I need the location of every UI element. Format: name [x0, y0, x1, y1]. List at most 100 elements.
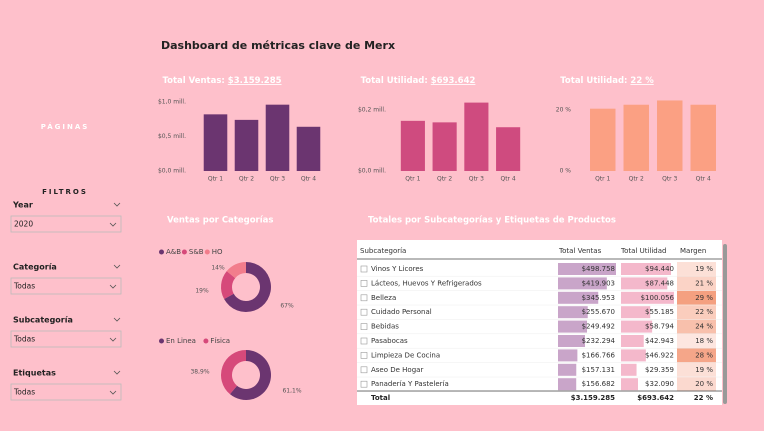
- data-bar: [558, 277, 607, 290]
- filter-label: Subcategoría: [13, 316, 73, 325]
- expand-icon[interactable]: [360, 380, 368, 388]
- bar: [400, 120, 425, 171]
- filter-value: Todas: [13, 335, 35, 344]
- legend-dot: [181, 249, 187, 255]
- data-bar: [558, 378, 577, 391]
- expand-icon[interactable]: [360, 323, 368, 330]
- table-cell: Aseo De Hogar: [371, 366, 423, 374]
- table-cell: $345.953: [582, 294, 615, 302]
- filters-title: FILTROS: [42, 188, 88, 196]
- table-cell: $55.185: [645, 308, 674, 316]
- table-cell: Bebidas: [371, 323, 399, 331]
- legend-label: Física: [210, 337, 230, 345]
- legend-label: En Linea: [166, 337, 196, 345]
- dropdown-arrow: [109, 337, 117, 342]
- table-cell: $29.359: [645, 366, 674, 374]
- expand-icon[interactable]: [360, 366, 368, 374]
- title-value: $693.642: [431, 76, 476, 86]
- bar: [265, 104, 290, 171]
- title-value: $3.159.285: [228, 76, 282, 86]
- margin-cell: [677, 362, 716, 377]
- column-header: Margen: [680, 247, 706, 255]
- collapse-icon: [113, 264, 121, 269]
- bar: [296, 126, 321, 171]
- filter-value: 2020: [14, 220, 33, 229]
- total-cell: $3.159.285: [571, 394, 615, 402]
- table-cell: $87.448: [645, 279, 674, 287]
- data-bar: [621, 291, 674, 304]
- x-tick-label: Qtr 1: [595, 176, 610, 183]
- chart-title: Ventas por Categorías: [167, 216, 273, 226]
- filter-dropdown[interactable]: [10, 330, 122, 348]
- x-tick-label: Qtr 2: [437, 176, 452, 183]
- y-tick-label: $0,0 mill.: [358, 168, 386, 175]
- bar: [623, 104, 649, 171]
- data-label: 67%: [280, 303, 294, 310]
- table-cell: 19 %: [695, 265, 713, 273]
- filter-dropdown[interactable]: [10, 215, 122, 233]
- filter-dropdown[interactable]: [10, 383, 122, 401]
- dropdown-arrow: [109, 390, 117, 395]
- total-cell: $693.642: [637, 394, 674, 402]
- legend-dot: [203, 338, 209, 344]
- filter-value: Todas: [13, 388, 35, 397]
- margin-cell: [677, 377, 716, 392]
- table-cell: $255.670: [582, 308, 615, 316]
- scrollbar[interactable]: [723, 244, 727, 404]
- column-header: Subcategoría: [360, 247, 406, 255]
- donut-segment: [229, 350, 271, 400]
- data-label: 61,1%: [282, 388, 301, 395]
- bar: [496, 127, 521, 171]
- x-tick-label: Qtr 3: [662, 176, 677, 183]
- margin-cell: [677, 290, 716, 305]
- data-bar: [558, 263, 616, 275]
- bar: [690, 104, 716, 171]
- table-cell: $157.131: [582, 366, 615, 374]
- data-bar: [558, 363, 577, 376]
- x-tick-label: Qtr 4: [301, 176, 316, 183]
- data-bar: [621, 349, 646, 362]
- bar: [203, 114, 228, 171]
- x-tick-label: Qtr 4: [500, 176, 515, 183]
- table-cell: $32.090: [645, 380, 674, 388]
- table-cell: 19 %: [695, 366, 713, 374]
- collapse-icon: [113, 370, 121, 375]
- expand-icon[interactable]: [360, 352, 368, 359]
- legend-dot: [159, 338, 164, 344]
- filter-label: Etiquetas: [13, 369, 56, 378]
- title-text: Total Utilidad:: [361, 76, 428, 86]
- x-tick-label: Qtr 1: [405, 176, 420, 183]
- table-cell: $419.903: [582, 279, 615, 287]
- table-cell: Limpieza De Cocina: [371, 351, 440, 359]
- margin-cell: [677, 276, 716, 291]
- margin-cell: [677, 305, 716, 320]
- collapse-icon: [113, 202, 121, 207]
- table-cell: Belleza: [371, 294, 396, 302]
- legend-label: A&B: [166, 248, 181, 256]
- data-label: 14%: [211, 265, 225, 272]
- expand-icon[interactable]: [360, 294, 368, 302]
- expand-icon[interactable]: [360, 308, 368, 316]
- data-bar: [558, 349, 578, 362]
- data-bar: [621, 378, 638, 391]
- filter-value: Todas: [13, 282, 35, 291]
- bar: [590, 108, 616, 171]
- filter-label: Year: [12, 201, 33, 210]
- filter-label: Categoría: [13, 263, 57, 272]
- column-header: Total Utilidad: [620, 247, 666, 255]
- margin-cell: [677, 262, 716, 276]
- donut-segment: [221, 271, 236, 300]
- table-cell: 20 %: [695, 380, 713, 388]
- x-tick-label: Qtr 2: [629, 176, 644, 183]
- expand-icon[interactable]: [360, 265, 368, 273]
- y-tick-label: $1,0 mill.: [158, 98, 186, 105]
- x-tick-label: Qtr 4: [696, 176, 711, 183]
- expand-icon[interactable]: [360, 337, 368, 345]
- data-bar: [621, 306, 651, 319]
- expand-icon[interactable]: [360, 280, 368, 287]
- chart-title: Total Ventas: $3.159.285: [162, 76, 281, 86]
- data-bar: [558, 320, 588, 333]
- title-text: Total Utilidad:: [560, 76, 627, 86]
- filter-dropdown[interactable]: [10, 277, 122, 295]
